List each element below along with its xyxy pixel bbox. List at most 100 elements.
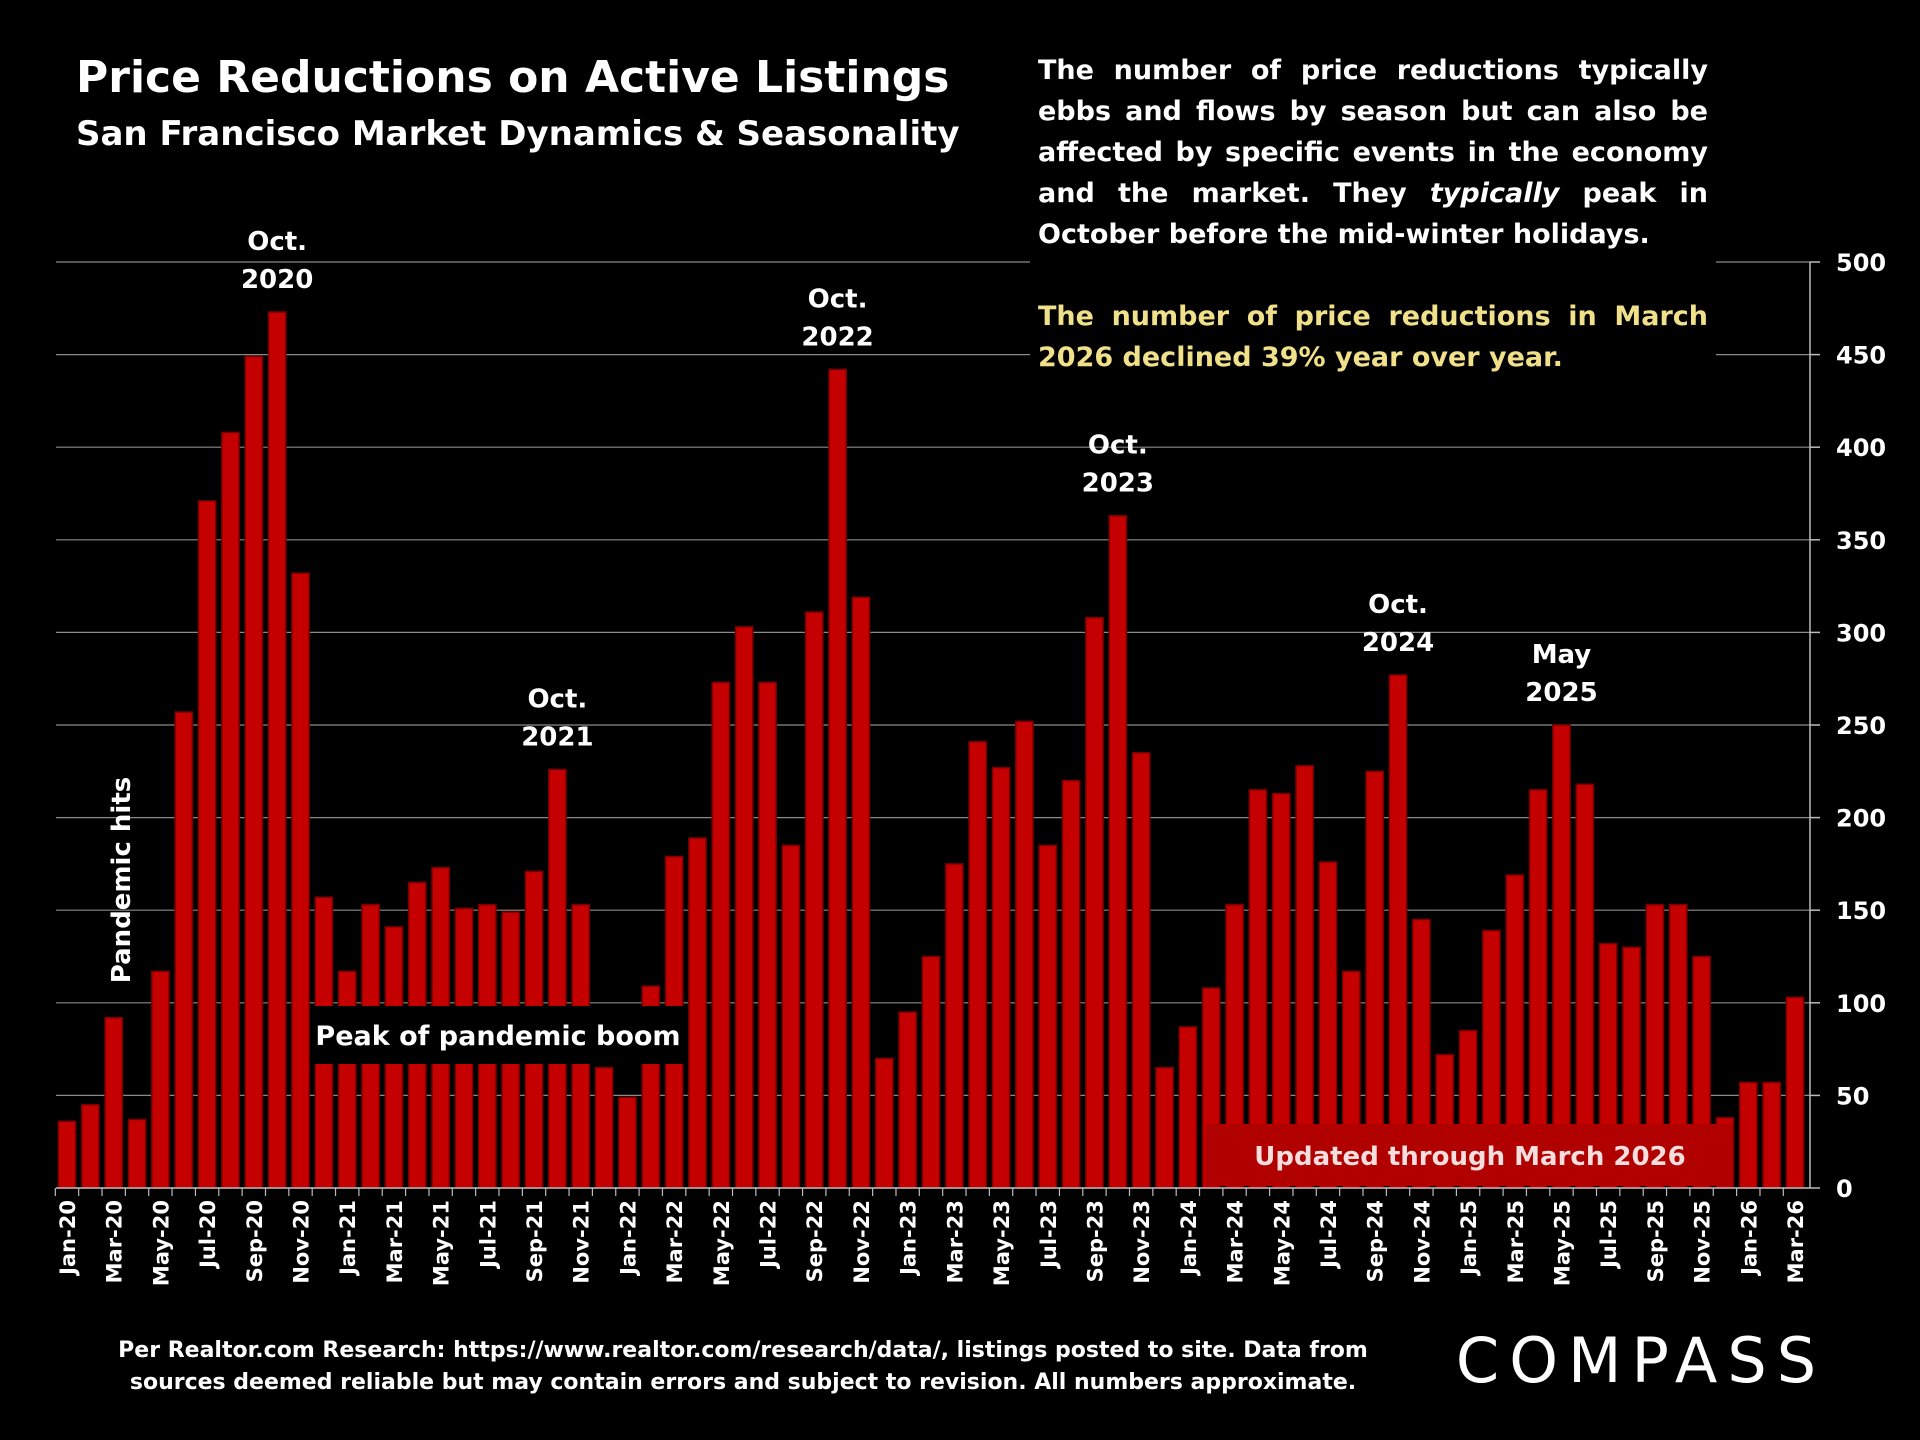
bar [197,500,217,1189]
x-tick-label: Nov-21 [570,1200,594,1284]
x-tick-label: Jul-25 [1597,1200,1621,1270]
note: The number of price reductions typically… [1038,50,1708,255]
annotation: 2021 [521,722,593,752]
bar [221,431,240,1189]
y-tick-label: 500 [1836,249,1886,277]
x-tick-label: Jul-22 [757,1200,781,1270]
x-tick-label: Jan-25 [1457,1200,1481,1277]
y-tick-label: 200 [1836,805,1886,833]
bar [734,626,754,1189]
bar [804,611,824,1189]
x-tick-label: Jan-23 [897,1200,921,1277]
x-tick-label: Sep-23 [1083,1200,1107,1282]
bar [594,1066,614,1189]
bar [1038,844,1058,1189]
x-tick-label: May-20 [149,1200,173,1286]
y-tick-label: 0 [1836,1175,1853,1203]
bar [944,863,964,1189]
bar [921,955,941,1189]
x-tick-label: Nov-23 [1130,1200,1154,1284]
annotation: Oct. [527,684,587,714]
annotation: Oct. [247,227,307,257]
annotation: Oct. [808,284,868,314]
x-tick-label: Jul-24 [1317,1200,1341,1270]
callout: Peak of pandemic boom [315,1021,680,1052]
note-text: peak in October before the mid-winter ho… [1038,178,1708,250]
x-tick-label: Jan-24 [1177,1200,1201,1277]
x-tick-label: Nov-25 [1691,1200,1715,1284]
bar [781,844,801,1189]
x-tick-label: May-23 [990,1200,1014,1286]
highlight: The number of price reductions in March … [1038,301,1708,373]
bar [174,711,194,1189]
y-tick-label: 300 [1836,619,1886,647]
x-tick-label: Jan-22 [616,1200,640,1277]
bar [851,596,871,1189]
x-tick-label: Mar-24 [1224,1200,1248,1283]
x-tick-label: Sep-24 [1364,1200,1388,1282]
y-tick-label: 450 [1836,342,1886,370]
x-tick-label: Mar-21 [383,1200,407,1283]
chart-subtitle: San Francisco Market Dynamics & Seasonal… [76,114,960,154]
x-tick-label: Sep-21 [523,1200,547,1282]
x-tick-label: Nov-24 [1410,1200,1434,1284]
bar [968,740,988,1189]
x-tick-label: Jan-26 [1737,1200,1761,1277]
bar [1155,1066,1174,1189]
x-tick-label: Nov-20 [290,1200,314,1284]
y-tick-label: 250 [1836,712,1886,740]
brand: COMPASS [1456,1324,1826,1397]
bar [1552,724,1571,1189]
bar [151,970,170,1189]
bar [547,768,567,1189]
x-tick-label: Mar-22 [663,1200,687,1283]
bar [1738,1081,1758,1189]
bar [1762,1081,1782,1189]
bar [711,681,731,1189]
bar [337,970,357,1189]
chart-title: Price Reductions on Active Listings [76,52,949,103]
annotation: Oct. [1368,590,1428,620]
x-tick-label: Sep-25 [1644,1200,1668,1282]
bar [688,837,707,1189]
y-tick-label: 100 [1836,990,1886,1018]
bar [1131,752,1151,1189]
callout: Updated through March 2026 [1254,1142,1686,1172]
annotation: 2022 [801,322,873,352]
x-tick-label: Mar-20 [103,1200,127,1283]
bar [1785,996,1805,1189]
bar [267,311,287,1189]
x-tick-label: Jul-20 [196,1200,220,1270]
callout-box [1206,1124,1733,1186]
x-tick-label: Mar-23 [943,1200,967,1283]
annotation: 2020 [241,265,313,295]
x-tick-label: May-21 [430,1200,454,1286]
y-tick-label: 150 [1836,897,1886,925]
x-tick-label: Jan-20 [56,1200,80,1277]
bar [1388,674,1408,1189]
annotation: Oct. [1088,431,1148,461]
y-tick-label: 50 [1836,1082,1869,1110]
callout-box [312,1006,688,1064]
x-tick-label: Jul-23 [1037,1200,1061,1270]
x-tick-label: Sep-22 [803,1200,827,1282]
source: sources deemed reliable but may contain … [130,1370,1356,1395]
annotation: May [1532,640,1592,670]
bar [758,681,777,1189]
x-tick-label: May-24 [1270,1200,1294,1286]
bar [127,1118,147,1189]
x-tick-label: May-22 [710,1200,734,1286]
x-tick-label: Sep-20 [243,1200,267,1282]
x-tick-label: May-25 [1550,1200,1574,1286]
x-tick-label: Mar-26 [1784,1200,1808,1283]
x-tick-label: Nov-22 [850,1200,874,1284]
x-tick-label: Mar-25 [1504,1200,1528,1283]
bar [618,1096,637,1189]
note-box: The number of price reductions typically… [1030,50,1716,386]
annotation: 2025 [1525,678,1597,708]
bar [57,1120,77,1189]
note-text: The number of price reductions typically… [1038,55,1708,209]
annotation: 2024 [1362,628,1434,658]
